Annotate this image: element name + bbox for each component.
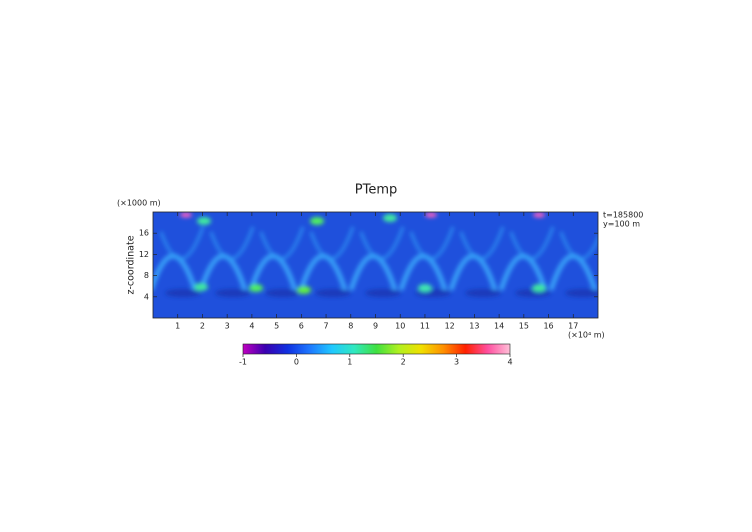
band	[515, 289, 551, 297]
colorbar-tick-label: 3	[454, 358, 459, 367]
y-tick-label: 16	[139, 229, 149, 238]
colorbar-tick-label: -1	[239, 358, 247, 367]
y-axis-label: z-coordinate	[126, 235, 137, 294]
x-tick-label: 11	[420, 322, 430, 331]
band	[565, 289, 598, 297]
x-tick-label: 17	[568, 322, 578, 331]
x-tick-label: 9	[373, 322, 378, 331]
x-tick-label: 1	[175, 322, 180, 331]
x-tick-label: 14	[494, 322, 504, 331]
swirl	[209, 226, 255, 261]
swirl	[359, 226, 405, 261]
x-tick-label: 2	[200, 322, 205, 331]
colorbar-tick-label: 4	[507, 358, 512, 367]
warm-spot	[532, 284, 546, 292]
band	[315, 289, 351, 297]
colorbar-tick-label: 2	[401, 358, 406, 367]
x-tick-label: 3	[225, 322, 230, 331]
swirl	[409, 226, 455, 261]
warm-spot	[383, 214, 397, 222]
annotation: y=100 m	[603, 220, 640, 229]
field-background	[153, 212, 598, 318]
swirl	[259, 226, 305, 261]
x-unit: (×10⁴ m)	[568, 331, 605, 340]
hot-spot	[533, 212, 545, 218]
x-tick-label: 10	[395, 322, 405, 331]
swirl	[509, 226, 555, 261]
chart-title: PTemp	[355, 183, 398, 198]
x-tick-label: 4	[249, 322, 254, 331]
x-tick-label: 12	[445, 322, 455, 331]
x-tick-label: 5	[274, 322, 279, 331]
warm-spot	[297, 286, 311, 294]
x-tick-label: 7	[324, 322, 329, 331]
x-tick-label: 8	[348, 322, 353, 331]
warm-spot	[197, 217, 211, 225]
band	[265, 289, 301, 297]
band	[365, 289, 401, 297]
warm-spot	[249, 284, 263, 292]
band	[465, 289, 501, 297]
swirl	[459, 226, 505, 261]
hot-spot	[425, 212, 437, 218]
y-tick-label: 8	[144, 271, 149, 280]
swirl	[309, 226, 355, 261]
colorbar-tick-label: 1	[347, 358, 352, 367]
warm-spot	[418, 284, 432, 292]
hot-spot	[180, 212, 192, 218]
x-tick-label: 6	[299, 322, 304, 331]
swirl	[559, 231, 598, 261]
x-tick-label: 15	[519, 322, 529, 331]
colorbar	[242, 343, 511, 355]
heatmap-field	[153, 212, 598, 318]
warm-spot	[310, 217, 324, 225]
colorbar-tick-label: 0	[294, 358, 299, 367]
band	[165, 289, 201, 297]
band	[215, 289, 251, 297]
x-tick-label: 16	[543, 322, 553, 331]
swirl	[159, 226, 205, 261]
y-tick-label: 12	[139, 250, 149, 259]
warm-spot	[194, 283, 208, 291]
x-tick-label: 13	[469, 322, 479, 331]
y-unit: (×1000 m)	[117, 199, 161, 208]
field-structures	[153, 212, 598, 297]
y-tick-label: 4	[144, 292, 149, 301]
annotation: t=185800	[603, 211, 643, 220]
